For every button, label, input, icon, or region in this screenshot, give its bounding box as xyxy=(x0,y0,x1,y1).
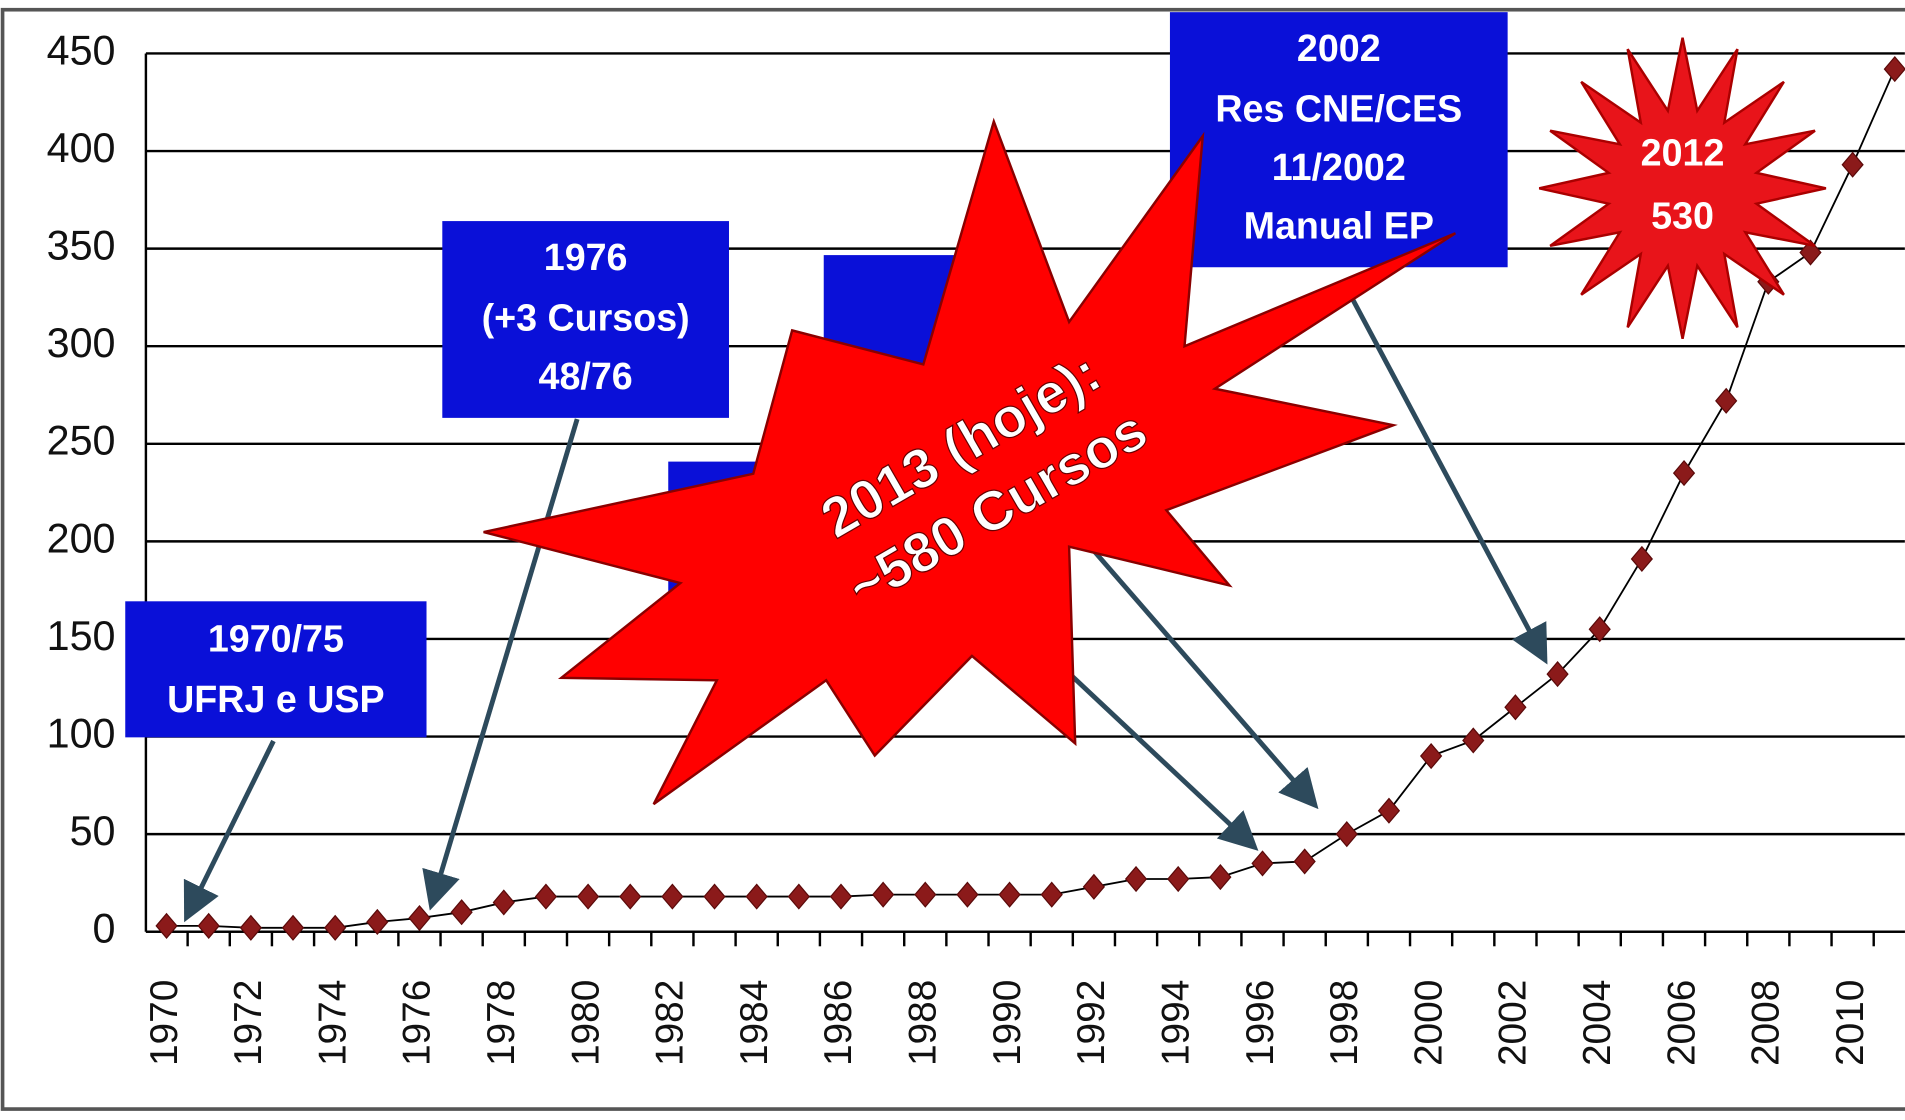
point xyxy=(787,883,810,910)
x-tick-label: 2000 xyxy=(1407,980,1450,1066)
annotation-text: 530 xyxy=(1651,195,1714,237)
annotation-box: 2002 Res CNE/CES 11/2002 Manual EP xyxy=(1169,12,1508,268)
arrows xyxy=(183,290,1548,923)
point xyxy=(1251,850,1274,877)
point xyxy=(576,883,600,910)
x-tick-label: 1970 xyxy=(143,980,186,1066)
star xyxy=(483,117,1457,806)
x-tick-label: 1988 xyxy=(902,980,945,1066)
annotation-text: 11/2002 xyxy=(1272,146,1406,188)
point xyxy=(1124,865,1148,893)
y-tick-label: 400 xyxy=(47,125,116,171)
y-tick-label: 0 xyxy=(93,906,116,952)
annotation-text: Res CNE/CES xyxy=(1215,88,1462,130)
x-tick-label: 2006 xyxy=(1660,980,1703,1066)
annotation-text: 48/76 xyxy=(539,355,633,397)
y-tick-label: 300 xyxy=(47,320,116,366)
point xyxy=(1082,873,1106,900)
arrow xyxy=(183,739,276,923)
point xyxy=(492,889,515,916)
point xyxy=(829,883,853,910)
annotation-text: 2012 xyxy=(1641,131,1725,173)
point xyxy=(1335,821,1358,848)
point xyxy=(998,881,1021,908)
annotation-box: 1970/75 UFRJ e USP xyxy=(125,601,427,738)
x-tick-label: 2004 xyxy=(1576,980,1619,1066)
x-tick-label: 2010 xyxy=(1829,980,1872,1066)
point xyxy=(1377,797,1401,824)
arrow xyxy=(1067,520,1319,810)
x-tick-label: 1980 xyxy=(564,980,607,1066)
point xyxy=(155,912,178,939)
star xyxy=(1538,37,1827,340)
box xyxy=(125,601,427,738)
x-tick-label: 1982 xyxy=(649,980,692,1066)
x-tick-label: 1990 xyxy=(986,980,1029,1066)
y-tick-label: 450 xyxy=(47,27,116,73)
point xyxy=(914,881,937,908)
point xyxy=(1040,881,1063,908)
y-tick-label: 100 xyxy=(47,710,116,756)
annotation-text: Manual EP xyxy=(1244,204,1434,246)
point xyxy=(1883,55,1905,83)
annotation-text: (+3 Cursos) xyxy=(482,297,690,339)
x-tick-label: 1978 xyxy=(480,980,523,1066)
point xyxy=(281,914,305,941)
box xyxy=(442,221,729,418)
point xyxy=(1672,459,1696,487)
point xyxy=(1167,865,1190,893)
point xyxy=(1799,239,1822,266)
point xyxy=(239,914,262,941)
x-tick-label: 2002 xyxy=(1492,980,1535,1066)
x-tick-label: 1972 xyxy=(227,980,270,1066)
annotation-text: UFRJ e USP xyxy=(167,678,385,720)
annotation-box: 1976 (+3 Cursos) 48/76 xyxy=(442,221,729,418)
plot-area: 0 50 100 150 200 250 300 350 400 450 1970 1972 1974 1… xyxy=(47,27,1905,1066)
star-small: 2012 530 xyxy=(1538,37,1827,340)
point xyxy=(1841,151,1864,178)
y-tick-label: 350 xyxy=(47,223,116,269)
point xyxy=(534,883,558,910)
x-tick-label: 1992 xyxy=(1070,980,1113,1066)
x-tick-label: 1996 xyxy=(1239,980,1282,1066)
point xyxy=(1504,694,1527,721)
y-tick-label: 250 xyxy=(47,418,116,464)
point xyxy=(1630,545,1653,573)
point xyxy=(324,914,347,941)
y-tick-label: 200 xyxy=(47,515,116,561)
annotation-text: 1970/75 xyxy=(208,617,344,659)
x-tick-label: 1994 xyxy=(1154,980,1197,1066)
arrow xyxy=(1055,660,1259,851)
point xyxy=(1588,616,1611,643)
point xyxy=(745,883,768,910)
box xyxy=(1169,12,1508,268)
point xyxy=(661,883,684,910)
point xyxy=(872,881,895,908)
annotation-text: 1976 xyxy=(544,236,628,278)
point xyxy=(956,881,979,908)
point xyxy=(1293,848,1316,875)
point xyxy=(366,908,389,936)
x-tick-label: 1976 xyxy=(396,980,439,1066)
point xyxy=(1462,727,1485,754)
point xyxy=(703,883,726,910)
point xyxy=(1419,742,1443,770)
x-tick-label: 1974 xyxy=(311,980,354,1066)
point xyxy=(1209,863,1232,891)
y-tick-label: 150 xyxy=(47,613,116,659)
point xyxy=(619,883,642,910)
x-tick-label: 1984 xyxy=(733,980,776,1066)
annotation-text: 2002 xyxy=(1297,27,1381,69)
star-big: 2013 (hoje): ~580 Cursos xyxy=(483,117,1457,806)
arrow xyxy=(1346,290,1548,665)
point xyxy=(1715,387,1738,414)
point xyxy=(1546,661,1569,688)
y-tick-label: 50 xyxy=(70,808,116,854)
x-tick-label: 1998 xyxy=(1323,980,1366,1066)
point xyxy=(408,904,431,932)
arrow xyxy=(422,418,580,911)
x-tick-label: 1986 xyxy=(817,980,860,1066)
x-tick-label: 2008 xyxy=(1745,980,1788,1066)
